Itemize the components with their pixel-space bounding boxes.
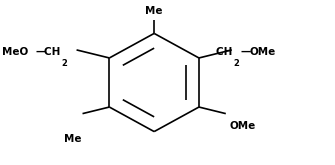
Text: CH: CH — [44, 47, 64, 57]
Text: OMe: OMe — [249, 47, 275, 57]
Text: Me: Me — [145, 6, 162, 16]
Text: —: — — [35, 47, 45, 57]
Text: Me: Me — [64, 134, 81, 144]
Text: —: — — [241, 47, 251, 57]
Text: 2: 2 — [61, 59, 67, 68]
Text: MeO: MeO — [2, 47, 28, 57]
Text: OMe: OMe — [229, 121, 256, 131]
Text: CH: CH — [216, 47, 236, 57]
Text: 2: 2 — [233, 59, 240, 68]
